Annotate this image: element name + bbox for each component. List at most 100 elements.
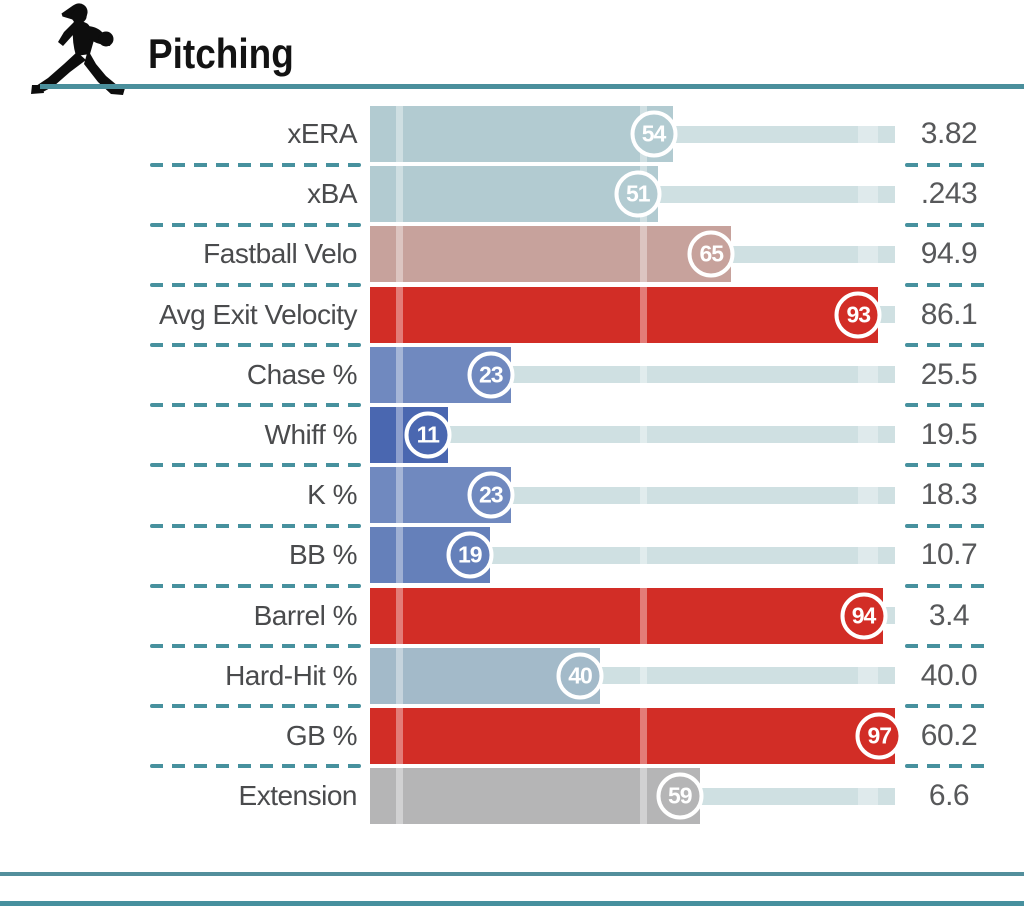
stat-label: xERA <box>287 118 357 149</box>
stat-value: 25.5 <box>920 357 978 391</box>
percentile-bubble[interactable]: 54 <box>630 110 677 158</box>
stat-value: 18.3 <box>920 478 978 512</box>
bar-track-tick-95 <box>858 667 879 685</box>
bar-track-tick-95 <box>858 245 879 263</box>
row-divider-left <box>150 282 361 287</box>
bar-tick-50 <box>640 768 647 825</box>
percentile-number: 11 <box>416 421 440 448</box>
page-title: Pitching <box>148 30 294 77</box>
percentile-bubble[interactable]: 93 <box>834 291 882 339</box>
stat-row: xERA 54 3.82 <box>0 106 1024 167</box>
row-divider-right <box>905 222 990 227</box>
stat-label: GB % <box>285 719 358 751</box>
row-divider-left <box>150 583 361 588</box>
row-divider-left <box>150 764 361 769</box>
stat-row: K % 23 18.3 <box>0 467 1024 528</box>
bar-tick-5 <box>395 527 403 584</box>
stat-label: BB % <box>288 539 358 571</box>
row-divider-right <box>905 583 990 588</box>
percentile-bubble[interactable]: 11 <box>404 411 452 459</box>
stat-row: Hard-Hit % 40 40.0 <box>0 647 1024 709</box>
percentile-number: 23 <box>478 361 504 388</box>
stat-label: Extension <box>238 780 358 812</box>
percentile-bar: 23 <box>370 467 895 524</box>
percentile-bar: 23 <box>370 346 895 403</box>
bar-tick-50 <box>640 647 647 704</box>
stat-value: 94.9 <box>920 237 978 271</box>
percentile-bar: 97 <box>370 707 903 764</box>
percentile-bar: 51 <box>370 166 895 223</box>
percentile-bubble[interactable]: 65 <box>687 230 735 278</box>
stat-value: 86.1 <box>920 297 978 331</box>
percentile-bar: 93 <box>370 286 895 343</box>
stat-value: 3.4 <box>928 598 970 632</box>
footer-divider-bottom <box>0 901 1024 906</box>
bar-tick-5 <box>395 166 403 223</box>
bar-tick-50 <box>640 527 647 584</box>
bar-fill <box>370 587 884 644</box>
bar-track-tick-95 <box>858 366 879 384</box>
stat-row: Avg Exit Velocity 93 86.1 <box>0 286 1024 348</box>
bar-tick-5 <box>395 707 403 764</box>
stat-rows: xERA 54 3.82 xBA 51 .243 <box>0 106 1024 828</box>
stat-row: xBA 51 .243 <box>0 166 1024 227</box>
percentile-bubble[interactable]: 59 <box>656 772 704 820</box>
stat-label: Fastball Velo <box>203 238 357 270</box>
stat-value: .243 <box>920 177 978 211</box>
bar-track <box>370 546 895 564</box>
row-divider-right <box>905 704 990 709</box>
percentile-bubble[interactable]: 23 <box>467 351 515 399</box>
stat-value: 6.6 <box>928 779 970 813</box>
row-divider-right <box>905 644 990 648</box>
percentile-bubble[interactable]: 23 <box>467 471 515 519</box>
row-divider-left <box>150 162 361 167</box>
stat-label: Avg Exit Velocity <box>159 298 357 330</box>
bar-tick-5 <box>395 587 403 644</box>
stat-row: GB % 97 60.2 <box>0 707 1024 769</box>
bar-tick-50 <box>640 226 647 283</box>
percentile-number: 93 <box>846 301 871 328</box>
bar-fill <box>370 707 895 764</box>
percentile-bubble[interactable]: 94 <box>840 592 887 639</box>
row-divider-left <box>150 222 361 227</box>
bar-tick-5 <box>395 768 403 825</box>
stat-label: Whiff % <box>264 418 358 450</box>
row-divider-left <box>150 463 361 468</box>
stat-row: Fastball Velo 65 94.9 <box>0 226 1024 287</box>
percentile-bar: 19 <box>370 527 895 584</box>
bar-fill <box>370 166 658 223</box>
bar-track-tick-95 <box>858 125 879 143</box>
percentile-bar: 65 <box>370 226 895 283</box>
percentile-bubble[interactable]: 97 <box>855 712 903 760</box>
row-divider-left <box>150 523 361 528</box>
bar-track-tick-95 <box>858 787 879 805</box>
percentile-bubble[interactable]: 40 <box>556 652 604 700</box>
stat-row: Chase % 23 25.5 <box>0 346 1024 408</box>
percentile-number: 65 <box>699 240 724 267</box>
bar-fill <box>370 226 732 283</box>
stat-label: xBA <box>307 178 357 210</box>
row-divider-right <box>905 282 990 287</box>
percentile-bubble[interactable]: 51 <box>614 170 662 218</box>
stat-row: Extension 59 6.6 <box>0 768 1024 828</box>
bar-tick-50 <box>640 346 647 403</box>
row-divider-right <box>905 162 990 167</box>
stat-value: 40.0 <box>920 658 978 692</box>
header-divider <box>40 84 1024 89</box>
percentile-number: 54 <box>641 120 667 147</box>
stat-row: BB % 19 10.7 <box>0 527 1024 588</box>
percentile-number: 97 <box>867 722 892 749</box>
bar-fill <box>370 768 700 825</box>
bar-tick-5 <box>395 106 403 162</box>
bar-fill <box>370 286 879 343</box>
percentile-bar: 40 <box>370 647 895 704</box>
bar-tick-5 <box>395 467 403 524</box>
row-divider-right <box>905 403 990 408</box>
bar-track-tick-95 <box>858 426 879 444</box>
stat-row: Whiff % 11 19.5 <box>0 406 1024 468</box>
percentile-bubble[interactable]: 19 <box>446 531 494 579</box>
stat-row: Barrel % 94 3.4 <box>0 587 1024 648</box>
percentile-bar: 59 <box>370 768 895 825</box>
percentile-number: 59 <box>667 782 693 809</box>
row-divider-left <box>150 343 361 348</box>
